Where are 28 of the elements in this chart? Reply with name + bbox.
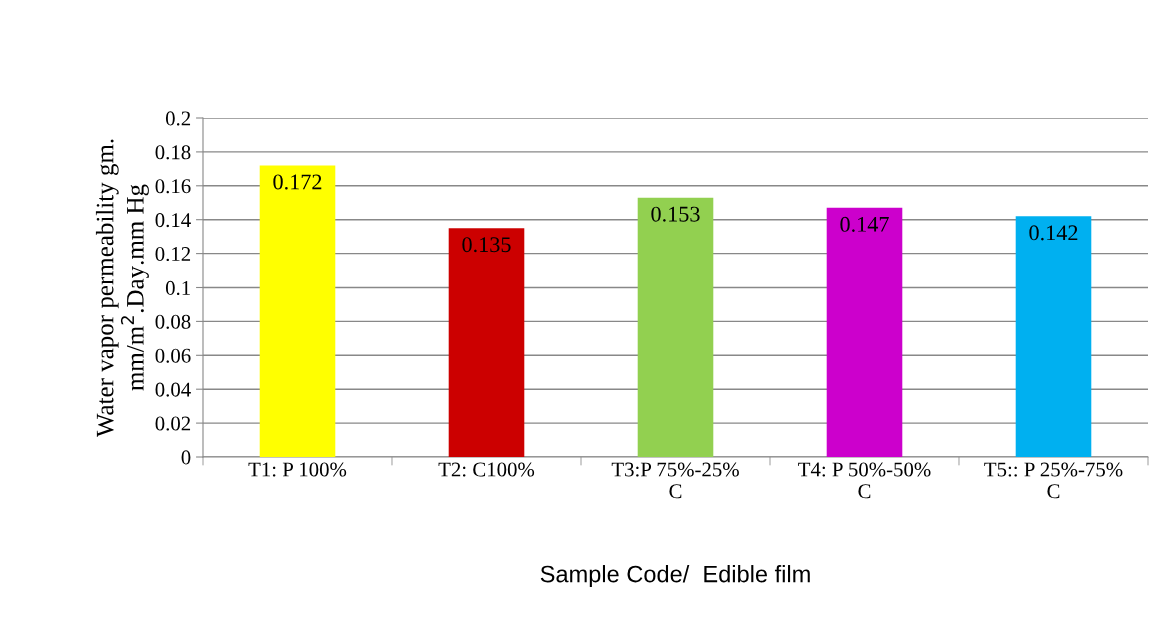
y-tick-label: 0.06 — [155, 348, 191, 363]
y-tick-label: 0.18 — [155, 145, 191, 160]
y-tick-label: 0.04 — [155, 382, 191, 397]
y-axis-title: Water vapor permeability gm. mm/m$^{2}$.Day.mm Hg — [95, 139, 149, 438]
x-tick-label: T3:P 75%-25% C — [611, 462, 739, 499]
y-tick-label: 0.12 — [155, 246, 191, 262]
data-label: 0.142 — [1029, 225, 1078, 241]
data-label: 0.135 — [462, 237, 511, 253]
y-tick-label: 0.16 — [155, 179, 191, 194]
x-tick-label: T1: P 100% — [248, 462, 347, 477]
y-tick-label: 0.02 — [155, 416, 191, 431]
bar — [259, 165, 336, 457]
x-tick-label: T5:: P 25%-75% C — [984, 462, 1123, 499]
bar — [637, 197, 714, 457]
bar — [826, 207, 903, 457]
y-tick-label: 0.2 — [165, 111, 191, 126]
y-tick-label: 0 — [181, 450, 191, 465]
x-axis-title: Sample Code/ Edible film — [540, 565, 810, 588]
y-tick-label: 0.08 — [155, 314, 191, 329]
data-label: 0.153 — [651, 206, 700, 222]
y-tick-label: 0.14 — [155, 213, 191, 228]
y-tick-label: 0.1 — [165, 280, 190, 296]
bar — [1015, 216, 1092, 457]
x-tick-label: T4: P 50%-50% C — [798, 462, 931, 499]
bar — [448, 228, 525, 457]
data-label: 0.147 — [840, 216, 889, 232]
data-label: 0.172 — [273, 174, 322, 190]
x-tick-label: T2: C100% — [438, 462, 535, 477]
